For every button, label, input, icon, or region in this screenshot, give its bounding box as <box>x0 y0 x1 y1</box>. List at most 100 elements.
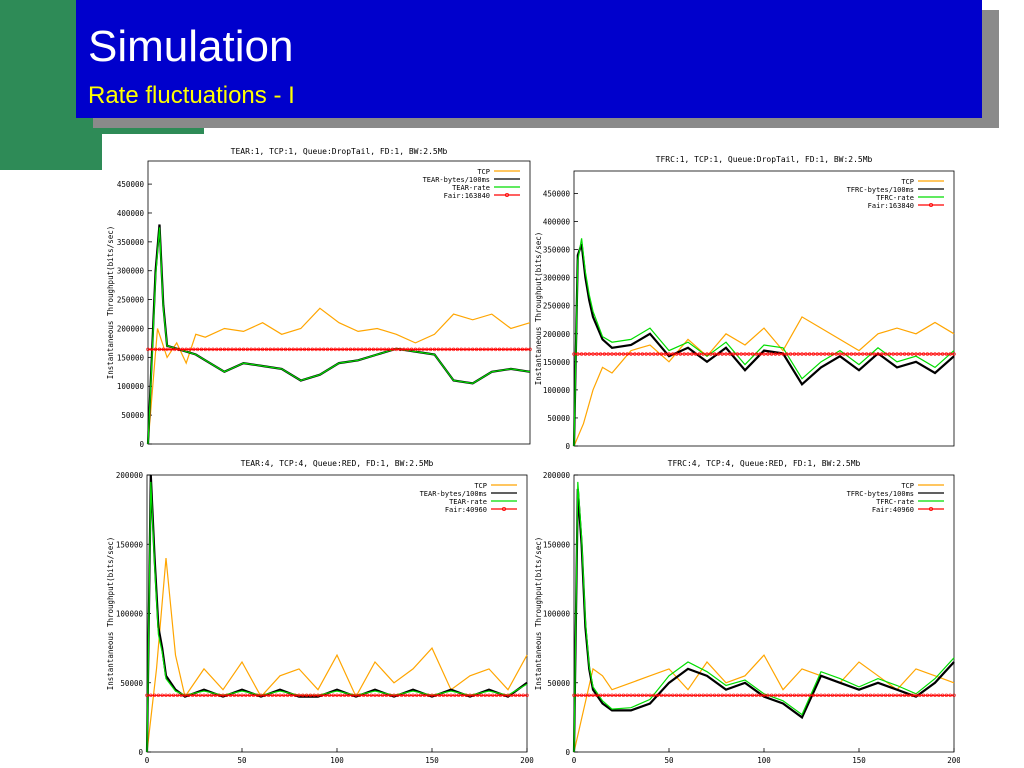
fair-marker <box>576 693 580 697</box>
fair-marker <box>944 352 949 356</box>
fair-marker <box>674 693 679 697</box>
fair-marker <box>335 693 339 697</box>
fair-marker <box>845 352 850 356</box>
fair-marker <box>240 693 244 697</box>
fair-marker <box>207 347 211 352</box>
fair-marker <box>758 693 762 697</box>
fair-marker <box>690 693 694 697</box>
fair-marker <box>842 352 846 356</box>
fair-marker <box>202 693 206 697</box>
fair-marker <box>598 352 603 356</box>
y-tick-label: 450000 <box>543 189 571 198</box>
fair-marker <box>407 693 411 697</box>
fair-marker <box>524 347 528 352</box>
fair-marker <box>406 347 410 352</box>
fair-marker <box>463 347 467 352</box>
fair-marker <box>807 693 812 697</box>
fair-marker <box>153 347 158 352</box>
fair-marker <box>333 347 337 352</box>
plot-frame <box>146 474 528 753</box>
fair-marker <box>491 693 495 697</box>
fair-marker <box>175 693 180 697</box>
fair-marker <box>383 347 387 352</box>
fair-marker <box>937 693 941 697</box>
fair-marker <box>417 347 421 352</box>
fair-marker <box>762 693 766 697</box>
fair-marker <box>218 347 223 352</box>
legend-marker <box>501 507 506 512</box>
fair-marker <box>188 347 192 352</box>
y-tick-label: 200000 <box>116 471 144 480</box>
fair-marker <box>735 352 740 356</box>
fair-marker <box>910 693 914 697</box>
fair-marker <box>747 352 751 356</box>
legend-label: TFRC-bytes/100ms <box>847 186 914 194</box>
legend-label: Fair:163840 <box>444 192 490 200</box>
fair-marker <box>289 693 294 697</box>
fair-marker <box>221 693 225 697</box>
fair-marker <box>513 347 517 352</box>
fair-marker <box>190 693 195 697</box>
slide-subtitle: Rate fluctuations - I <box>88 82 295 109</box>
fair-marker <box>356 347 360 352</box>
y-tick-label: 250000 <box>543 302 571 311</box>
fair-marker <box>929 693 933 697</box>
fair-marker <box>781 352 785 356</box>
y-tick-label: 100000 <box>116 610 144 619</box>
fair-marker <box>346 693 351 697</box>
legend-marker <box>504 193 509 198</box>
fair-marker <box>952 693 956 697</box>
fair-marker <box>471 347 475 352</box>
fair-marker <box>629 693 633 697</box>
fair-marker <box>743 693 747 697</box>
fair-marker <box>415 693 419 697</box>
fair-marker <box>712 352 717 356</box>
fair-marker <box>579 352 584 356</box>
fair-marker <box>399 693 404 697</box>
fair-marker <box>773 693 778 697</box>
fair-marker <box>621 693 626 697</box>
fair-marker <box>430 693 434 697</box>
fair-marker <box>217 693 221 697</box>
fair-marker <box>583 352 588 356</box>
fair-marker <box>834 693 838 697</box>
fair-marker <box>331 693 335 697</box>
fair-marker <box>369 693 373 697</box>
series-line <box>146 558 528 753</box>
fair-marker <box>861 693 865 697</box>
fair-marker <box>380 693 385 697</box>
fair-marker <box>206 693 210 697</box>
fair-marker <box>483 693 487 697</box>
series-line <box>573 316 955 447</box>
fair-marker <box>788 352 793 356</box>
fair-marker <box>283 347 288 352</box>
series-line <box>147 307 531 445</box>
fair-marker <box>268 347 272 352</box>
fair-marker <box>644 693 648 697</box>
series-line <box>572 243 955 447</box>
legend-label: Fair:163840 <box>868 202 914 210</box>
fair-marker <box>272 347 276 352</box>
fair-marker <box>728 352 732 356</box>
fair-marker <box>187 693 191 697</box>
fair-marker <box>209 693 214 697</box>
fair-marker <box>260 347 265 352</box>
fair-marker <box>498 693 503 697</box>
fair-marker <box>195 347 200 352</box>
fair-marker <box>173 347 177 352</box>
fair-marker <box>572 693 576 697</box>
fair-marker <box>815 352 819 356</box>
y-axis-label: Instantaneous Throughput(bits/sec) <box>106 537 115 691</box>
fair-marker <box>276 347 280 352</box>
y-tick-label: 50000 <box>121 411 144 420</box>
fair-marker <box>872 693 876 697</box>
fair-marker <box>610 352 614 356</box>
y-tick-label: 150000 <box>116 540 144 549</box>
y-tick-label: 0 <box>139 440 144 449</box>
y-tick-label: 50000 <box>547 414 570 423</box>
slide-title: Simulation <box>88 22 294 71</box>
fair-marker <box>264 347 269 352</box>
fair-marker <box>595 693 599 697</box>
fair-marker <box>815 693 819 697</box>
x-tick-label: 0 <box>572 756 577 765</box>
